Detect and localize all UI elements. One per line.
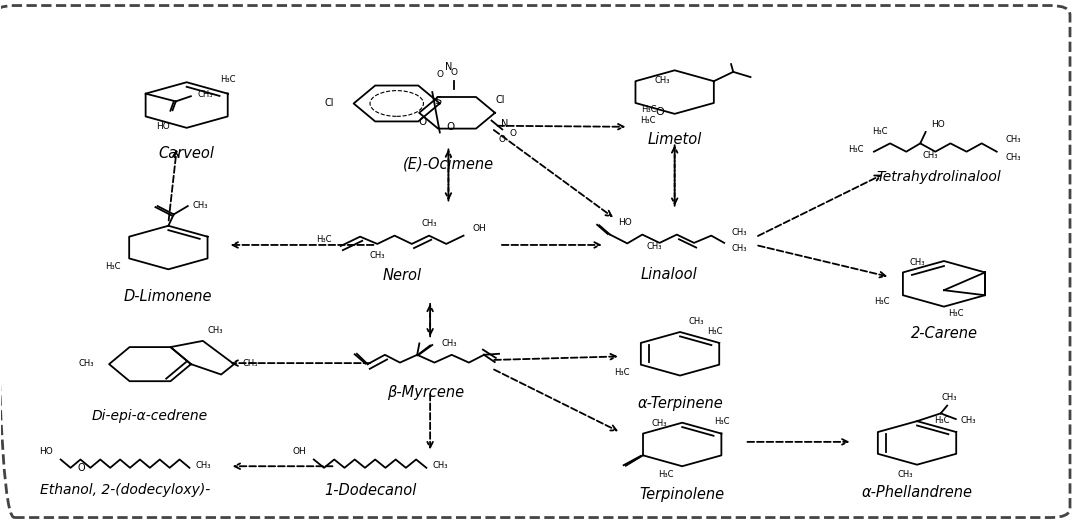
Text: O: O <box>510 129 516 139</box>
Text: H₃C: H₃C <box>707 327 723 336</box>
Text: Nerol: Nerol <box>382 268 421 283</box>
Text: α-Terpinene: α-Terpinene <box>637 396 723 411</box>
Text: CH₃: CH₃ <box>897 470 913 479</box>
Text: CH₃: CH₃ <box>421 219 436 228</box>
Text: O: O <box>78 463 85 473</box>
Text: β-Myrcene: β-Myrcene <box>388 385 464 400</box>
Text: CH₃: CH₃ <box>732 228 747 237</box>
Text: Carveol: Carveol <box>159 146 215 162</box>
Text: (E)-Ocimene: (E)-Ocimene <box>403 157 494 172</box>
Text: H₃C: H₃C <box>658 470 674 479</box>
Polygon shape <box>643 423 721 466</box>
Polygon shape <box>353 85 440 121</box>
Text: CH₃: CH₃ <box>689 317 704 326</box>
Text: HO: HO <box>931 120 945 129</box>
Text: N: N <box>445 63 453 72</box>
Text: H₃C: H₃C <box>934 416 949 425</box>
Text: O: O <box>450 68 457 77</box>
Text: α-Phellandrene: α-Phellandrene <box>862 486 972 500</box>
Text: 2-Carene: 2-Carene <box>910 326 977 341</box>
Polygon shape <box>878 421 956 465</box>
Polygon shape <box>419 97 495 129</box>
Text: CH₃: CH₃ <box>922 151 937 159</box>
Text: CH₃: CH₃ <box>442 339 457 348</box>
Text: Di-epi-α-cedrene: Di-epi-α-cedrene <box>92 408 208 423</box>
Text: D-Limonene: D-Limonene <box>124 289 213 304</box>
Text: CH₃: CH₃ <box>195 461 212 470</box>
Text: Ethanol, 2-(dodecyloxy)-: Ethanol, 2-(dodecyloxy)- <box>40 483 211 498</box>
Text: H₃C: H₃C <box>848 145 863 154</box>
Text: CH₃: CH₃ <box>1005 135 1021 144</box>
Text: CH₃: CH₃ <box>79 358 94 368</box>
Text: Tetrahydrolinalool: Tetrahydrolinalool <box>876 170 1001 184</box>
Text: O: O <box>446 122 455 132</box>
Text: CH₃: CH₃ <box>192 201 207 209</box>
Text: CH₃: CH₃ <box>942 393 957 403</box>
Polygon shape <box>109 347 191 381</box>
Text: H₃C: H₃C <box>105 262 121 270</box>
Text: Terpinolene: Terpinolene <box>639 487 725 502</box>
Text: CH₃: CH₃ <box>909 258 924 267</box>
Text: 1-Dodecanol: 1-Dodecanol <box>324 483 416 498</box>
Polygon shape <box>903 261 985 307</box>
Text: Limetol: Limetol <box>648 132 702 147</box>
Polygon shape <box>635 70 714 114</box>
Text: H₃C: H₃C <box>639 116 656 125</box>
Text: H₃C: H₃C <box>316 235 332 244</box>
Text: CH₃: CH₃ <box>647 242 662 251</box>
Text: H₃C: H₃C <box>873 127 888 136</box>
Text: OH: OH <box>293 448 307 456</box>
Text: CH₃: CH₃ <box>198 90 213 99</box>
Text: HO: HO <box>39 448 53 456</box>
Text: S: S <box>434 96 442 106</box>
Text: HO: HO <box>618 218 632 227</box>
Text: H₃C: H₃C <box>948 309 963 318</box>
Text: H₃C: H₃C <box>875 297 890 306</box>
Text: O: O <box>499 134 505 144</box>
Text: CH₃: CH₃ <box>960 416 975 425</box>
Text: Cl: Cl <box>325 98 334 108</box>
Text: CH₃: CH₃ <box>207 326 222 334</box>
Text: CH₃: CH₃ <box>433 461 448 470</box>
Text: N: N <box>501 119 508 129</box>
Text: HO: HO <box>156 122 170 131</box>
Text: O: O <box>654 106 664 117</box>
Text: CH₃: CH₃ <box>369 251 386 260</box>
Text: O: O <box>418 117 427 127</box>
Text: CH₃: CH₃ <box>651 419 667 428</box>
Text: H₃C: H₃C <box>220 76 235 84</box>
Polygon shape <box>640 332 719 376</box>
Text: CH₃: CH₃ <box>654 76 671 84</box>
Text: Cl: Cl <box>496 95 505 105</box>
Text: CH₃: CH₃ <box>243 358 258 368</box>
Polygon shape <box>130 226 207 269</box>
Text: CH₃: CH₃ <box>1005 153 1021 162</box>
Text: O: O <box>436 70 443 79</box>
Text: H₃C: H₃C <box>714 417 729 426</box>
Text: CH₃: CH₃ <box>732 244 747 253</box>
Text: OH: OH <box>472 224 486 233</box>
Text: H₃C: H₃C <box>615 368 630 377</box>
Text: H₃C: H₃C <box>640 105 657 114</box>
Text: Linalool: Linalool <box>640 267 698 282</box>
